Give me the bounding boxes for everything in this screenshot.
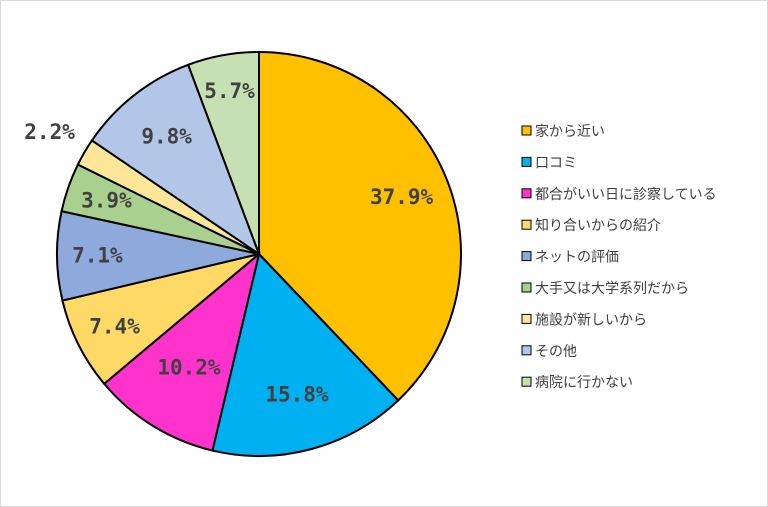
legend-label: 家から近い <box>535 123 605 140</box>
legend-swatch <box>521 219 532 230</box>
legend-label: 知り合いからの紹介 <box>535 217 661 234</box>
legend-swatch <box>521 125 532 136</box>
legend-swatch <box>521 313 532 324</box>
legend-item: 都合がいい日に診察している <box>521 186 717 203</box>
legend-label: 施設が新しいから <box>535 312 647 328</box>
slice-value-label: 7.1% <box>72 244 123 268</box>
slice-value-label: 5.7% <box>204 79 255 103</box>
pie-slice <box>102 251 261 452</box>
legend-item: 知り合いからの紹介 <box>521 217 661 234</box>
legend: 家から近い口コミ都合がいい日に診察している知り合いからの紹介ネットの評価大手又は… <box>521 123 717 391</box>
legend-item: 大手又は大学系列だから <box>521 281 689 297</box>
slice-value-label: 9.8% <box>141 124 192 148</box>
legend-item: 口コミ <box>521 155 577 171</box>
pie-data-labels: 37.9% 15.8% 10.2% 7.4% 7.1% 3.9% 2.2% 9.8% 5.7% <box>24 79 433 406</box>
slice-value-label: 2.2% <box>24 120 75 144</box>
legend-label: ネットの評価 <box>535 250 619 266</box>
legend-item: ネットの評価 <box>521 250 619 266</box>
legend-label: 大手又は大学系列だから <box>535 281 689 297</box>
legend-label: その他 <box>535 344 577 360</box>
legend-swatch <box>521 156 532 167</box>
slice-value-label: 37.9% <box>370 185 434 209</box>
legend-swatch <box>521 188 532 199</box>
slice-value-label: 10.2% <box>157 355 221 379</box>
slice-value-label: 7.4% <box>89 314 140 338</box>
legend-label: 病院に行かない <box>535 375 633 391</box>
legend-item: その他 <box>521 344 577 360</box>
pie-slice <box>186 50 260 255</box>
legend-item: 家から近い <box>521 123 605 140</box>
legend-label: 口コミ <box>535 155 577 171</box>
legend-swatch <box>521 376 532 387</box>
pie-slices <box>56 50 462 457</box>
pie-slice <box>211 251 400 457</box>
pie-slice <box>90 63 262 257</box>
slice-value-label: 15.8% <box>265 382 329 406</box>
legend-item: 施設が新しいから <box>521 312 647 328</box>
legend-label: 都合がいい日に診察している <box>535 186 717 203</box>
slice-value-label: 3.9% <box>81 189 132 213</box>
legend-swatch <box>521 282 532 293</box>
legend-swatch <box>521 251 532 262</box>
legend-swatch <box>521 345 532 356</box>
pie-slice <box>258 50 462 402</box>
legend-item: 病院に行かない <box>521 375 633 391</box>
